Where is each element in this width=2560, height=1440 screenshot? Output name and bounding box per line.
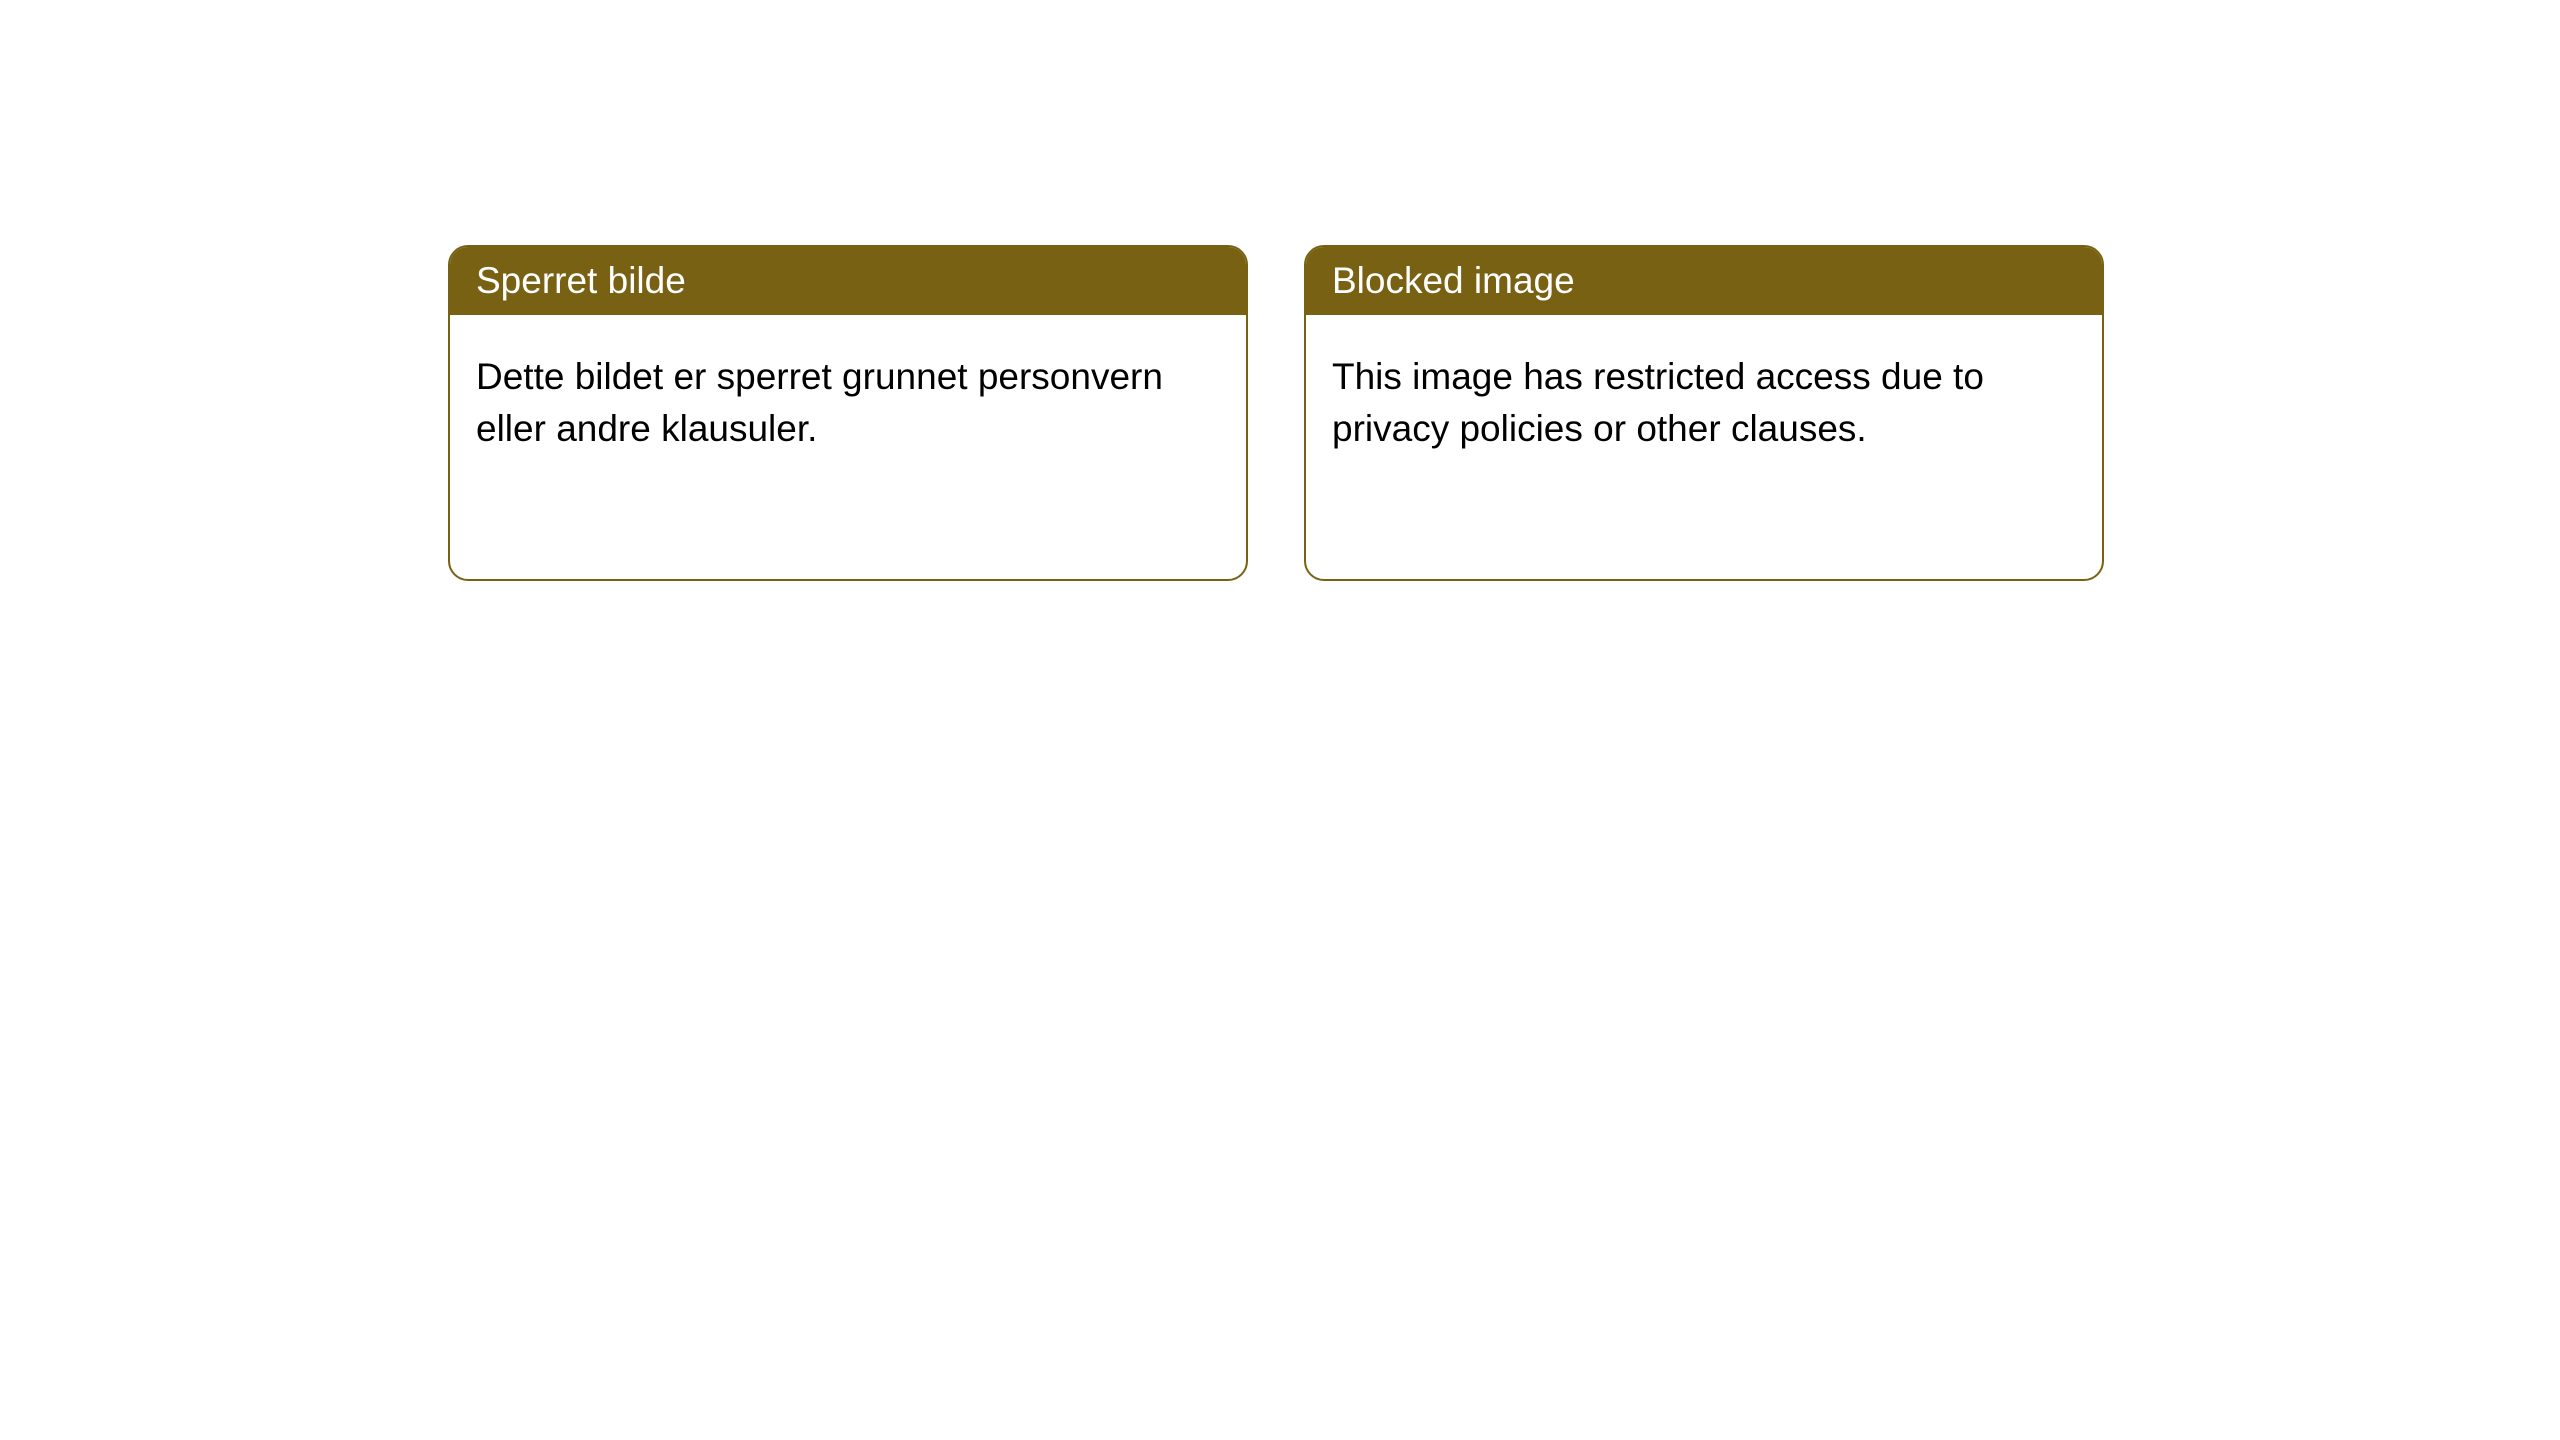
card-header: Sperret bilde (450, 247, 1246, 315)
blocked-image-card-norwegian: Sperret bilde Dette bildet er sperret gr… (448, 245, 1248, 581)
card-body: Dette bildet er sperret grunnet personve… (450, 315, 1246, 491)
card-body: This image has restricted access due to … (1306, 315, 2102, 491)
blocked-image-card-english: Blocked image This image has restricted … (1304, 245, 2104, 581)
blocked-image-notices: Sperret bilde Dette bildet er sperret gr… (448, 245, 2104, 581)
card-header: Blocked image (1306, 247, 2102, 315)
